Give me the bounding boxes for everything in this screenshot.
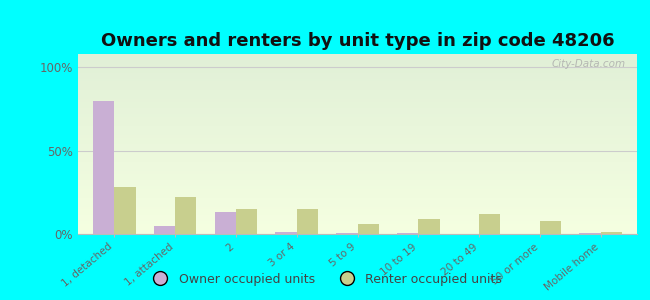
Bar <box>276 232 297 234</box>
Bar <box>397 233 418 234</box>
Bar <box>114 187 136 234</box>
Bar <box>214 212 236 234</box>
Title: Owners and renters by unit type in zip code 48206: Owners and renters by unit type in zip c… <box>101 32 614 50</box>
Bar <box>358 224 379 234</box>
Bar <box>236 209 257 234</box>
Bar <box>336 233 358 234</box>
Bar <box>579 233 601 234</box>
Bar <box>540 221 561 234</box>
Bar <box>154 226 176 234</box>
Text: City-Data.com: City-Data.com <box>552 59 626 69</box>
Bar <box>601 232 622 234</box>
Bar <box>418 219 439 234</box>
Bar <box>479 214 501 234</box>
Bar <box>176 197 196 234</box>
Legend: Owner occupied units, Renter occupied units: Owner occupied units, Renter occupied un… <box>143 268 507 291</box>
Bar <box>93 101 114 234</box>
Bar <box>297 209 318 234</box>
